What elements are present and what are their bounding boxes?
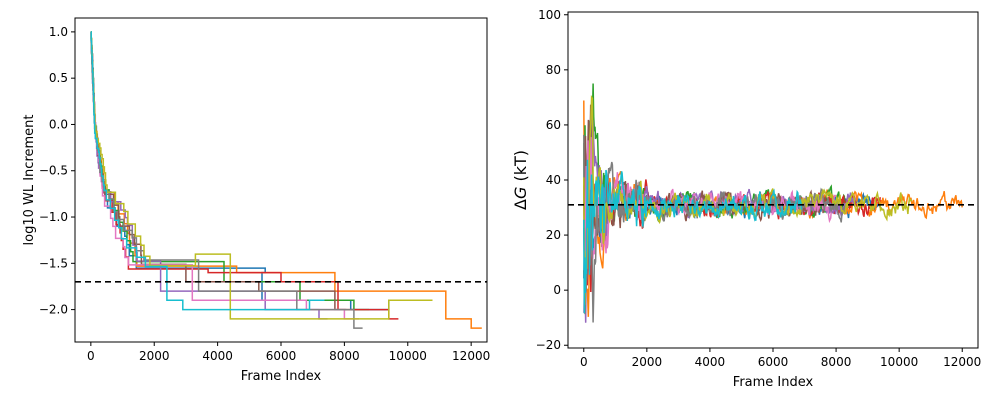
y-axis-label: ΔG (kT) (511, 150, 530, 210)
series-line (583, 134, 846, 323)
y-tick-label: −1.5 (39, 256, 68, 270)
y-tick-label: 80 (546, 63, 561, 77)
x-tick-label: 4000 (695, 355, 726, 369)
series-line (583, 159, 803, 314)
y-tick-label: 40 (546, 173, 561, 187)
y-tick-label: 60 (546, 118, 561, 132)
plot-area (568, 83, 978, 323)
wl-increment-chart: 0 2000 4000 6000 8000 10000 12000 1.0 0.5 0.0 −0.5… (22, 17, 490, 384)
x-axis-label: Frame Index (241, 369, 322, 384)
y-tick-label: 1.0 (49, 25, 68, 39)
x-tick-label: 6000 (758, 355, 789, 369)
x-tick-label: 0 (580, 355, 588, 369)
y-tick-label: 20 (546, 228, 561, 242)
x-tick-label: 6000 (266, 349, 297, 363)
axes-frame (74, 17, 488, 343)
series-line (90, 31, 363, 329)
x-tick-label: 10000 (880, 355, 918, 369)
y-tick-label: 0 (553, 283, 561, 297)
x-tick-label: 12000 (452, 349, 490, 363)
series-line (90, 31, 482, 329)
delta-g-chart: 0 2000 4000 6000 8000 10000 12000 100 80 60 40 20 0 −… (511, 8, 981, 390)
y-axis-label: log10 WL Increment (22, 115, 37, 246)
series-line (583, 83, 847, 255)
axes-frame (567, 11, 979, 349)
y-tick-label: −1.0 (39, 210, 68, 224)
x-tick-label: 0 (87, 349, 95, 363)
x-tick-label: 8000 (821, 355, 852, 369)
y-tick-label: −2.0 (39, 303, 68, 317)
y-tick-label: 0.5 (49, 71, 68, 85)
x-axis-label: Frame Index (733, 375, 814, 390)
y-tick-label: −0.5 (39, 164, 68, 178)
series-line (90, 31, 404, 311)
x-tick-label: 12000 (943, 355, 981, 369)
x-tick-label: 10000 (389, 349, 427, 363)
series-line (583, 136, 837, 313)
series-line (90, 31, 399, 320)
y-tick-label: 0.0 (49, 117, 68, 131)
series-line (90, 31, 359, 320)
series-line (90, 31, 325, 311)
plot-area (75, 31, 487, 329)
series-line (90, 31, 328, 320)
x-tick-label: 8000 (329, 349, 360, 363)
y-tick-label: 100 (538, 8, 561, 22)
y-tick-label: −20 (536, 338, 561, 352)
x-tick-label: 2000 (139, 349, 170, 363)
x-tick-label: 4000 (202, 349, 233, 363)
x-tick-label: 2000 (632, 355, 663, 369)
